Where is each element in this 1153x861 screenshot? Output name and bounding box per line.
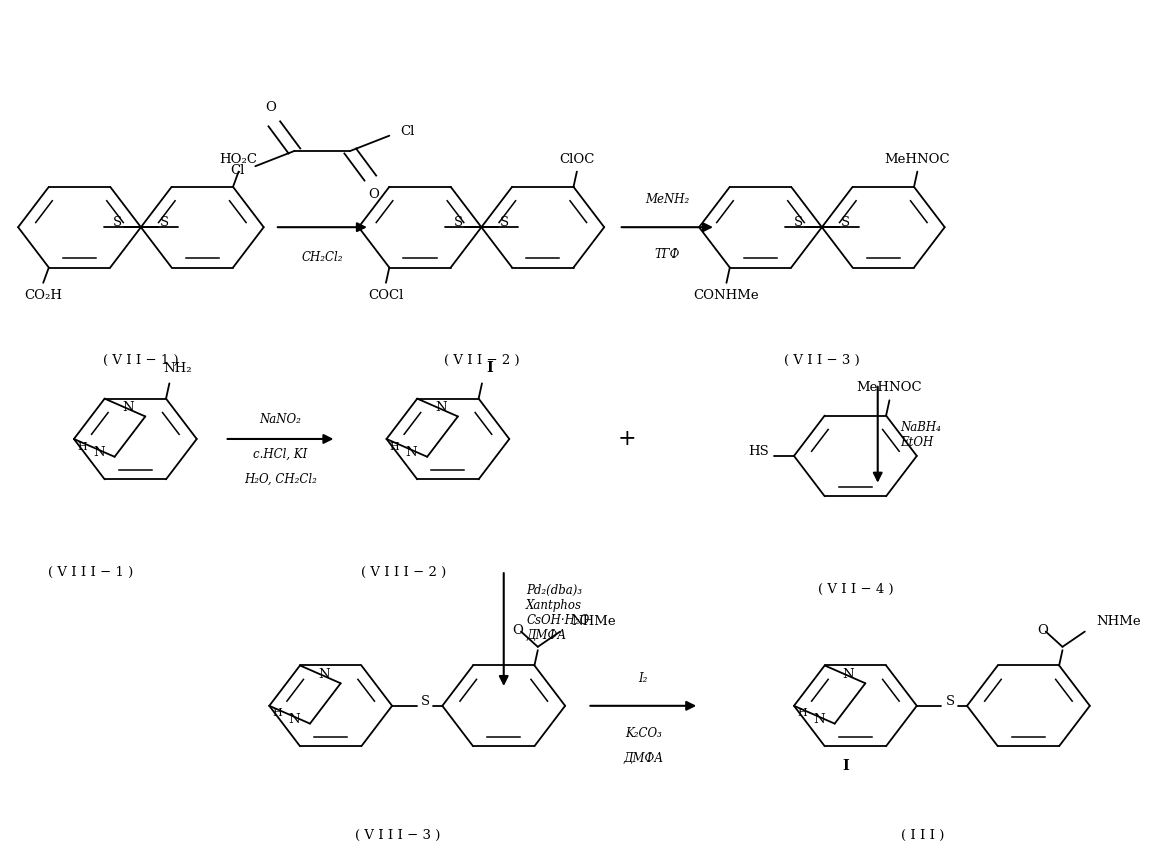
Text: ( V I I I − 2 ): ( V I I I − 2 ) [361, 566, 446, 579]
Text: O: O [368, 189, 379, 201]
Text: S: S [500, 216, 510, 230]
Text: ( V I I − 4 ): ( V I I − 4 ) [817, 583, 894, 596]
Text: I₂: I₂ [639, 672, 648, 684]
Text: NaBH₄
EtOH: NaBH₄ EtOH [900, 421, 941, 449]
Text: MeHNOC: MeHNOC [884, 152, 950, 165]
Text: N: N [813, 713, 824, 726]
Text: MeNH₂: MeNH₂ [646, 193, 689, 206]
Text: MeHNOC: MeHNOC [857, 381, 922, 394]
Text: Cl: Cl [400, 125, 415, 138]
Text: COCl: COCl [368, 288, 404, 301]
Text: ( I I I ): ( I I I ) [900, 828, 944, 842]
Text: NHMe: NHMe [1097, 616, 1140, 629]
Text: c.HCl, KI: c.HCl, KI [254, 448, 308, 461]
Text: O: O [265, 101, 277, 114]
Text: S: S [841, 216, 850, 230]
Text: S: S [945, 695, 955, 708]
Text: H: H [390, 442, 399, 452]
Text: Cl: Cl [229, 164, 244, 177]
Text: NH₂: NH₂ [163, 362, 191, 375]
Text: I: I [843, 759, 850, 773]
Text: NHMe: NHMe [571, 616, 616, 629]
Text: N: N [435, 401, 446, 414]
Text: I: I [487, 361, 493, 375]
Text: NaNO₂: NaNO₂ [259, 413, 301, 426]
Text: S: S [113, 216, 122, 230]
Text: S: S [794, 216, 802, 230]
Text: ТГФ: ТГФ [655, 248, 680, 262]
Text: O: O [512, 623, 523, 636]
Text: ClOC: ClOC [559, 152, 595, 165]
Text: CONHMe: CONHMe [694, 288, 760, 301]
Text: N: N [288, 713, 300, 726]
Text: H: H [77, 442, 86, 452]
Text: +: + [617, 428, 635, 450]
Text: S: S [453, 216, 462, 230]
Text: HO₂C: HO₂C [219, 152, 257, 165]
Text: S: S [421, 695, 430, 708]
Text: Pd₂(dba)₃
Xantphos
CsOH·H₂O
ДМФА: Pd₂(dba)₃ Xantphos CsOH·H₂O ДМФА [526, 584, 589, 641]
Text: ( V I I I − 1 ): ( V I I I − 1 ) [48, 566, 134, 579]
Text: O: O [1037, 623, 1048, 636]
Text: CO₂H: CO₂H [24, 288, 62, 301]
Text: HS: HS [748, 445, 769, 458]
Text: CH₂Cl₂: CH₂Cl₂ [302, 251, 344, 264]
Text: N: N [843, 668, 854, 681]
Text: S: S [160, 216, 169, 230]
Text: N: N [406, 446, 417, 459]
Text: H: H [272, 709, 282, 718]
Text: ( V I I I − 3 ): ( V I I I − 3 ) [355, 828, 440, 842]
Text: N: N [93, 446, 105, 459]
Text: ( V I I − 1 ): ( V I I − 1 ) [103, 354, 179, 368]
Text: ( V I I − 2 ): ( V I I − 2 ) [444, 354, 519, 368]
Text: H₂O, CH₂Cl₂: H₂O, CH₂Cl₂ [244, 473, 317, 486]
Text: K₂CO₃: K₂CO₃ [625, 727, 662, 740]
Text: ( V I I − 3 ): ( V I I − 3 ) [784, 354, 860, 368]
Text: N: N [122, 401, 134, 414]
Text: H: H [797, 709, 807, 718]
Text: N: N [318, 668, 330, 681]
Text: ДМФА: ДМФА [624, 753, 663, 765]
